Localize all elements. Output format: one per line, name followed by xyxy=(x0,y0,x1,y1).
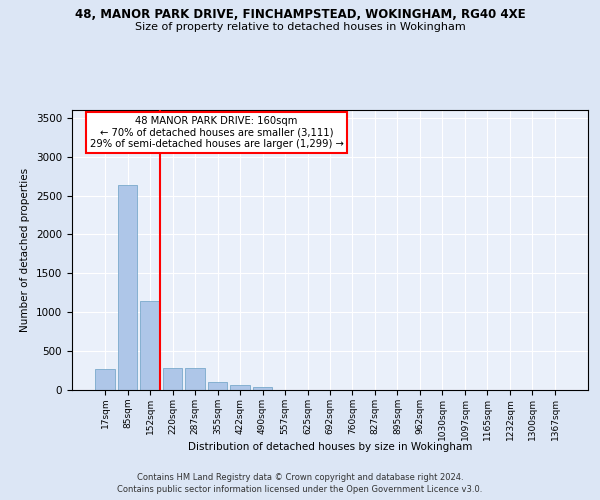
Text: Size of property relative to detached houses in Wokingham: Size of property relative to detached ho… xyxy=(134,22,466,32)
Bar xyxy=(163,368,182,390)
Bar xyxy=(118,184,137,390)
Bar xyxy=(230,385,250,390)
Text: 48, MANOR PARK DRIVE, FINCHAMPSTEAD, WOKINGHAM, RG40 4XE: 48, MANOR PARK DRIVE, FINCHAMPSTEAD, WOK… xyxy=(74,8,526,20)
Text: Contains HM Land Registry data © Crown copyright and database right 2024.: Contains HM Land Registry data © Crown c… xyxy=(137,472,463,482)
Text: Distribution of detached houses by size in Wokingham: Distribution of detached houses by size … xyxy=(188,442,472,452)
Bar xyxy=(140,302,160,390)
Bar xyxy=(253,387,272,390)
Bar xyxy=(208,382,227,390)
Bar xyxy=(185,368,205,390)
Bar xyxy=(95,369,115,390)
Text: Contains public sector information licensed under the Open Government Licence v3: Contains public sector information licen… xyxy=(118,485,482,494)
Y-axis label: Number of detached properties: Number of detached properties xyxy=(20,168,31,332)
Text: 48 MANOR PARK DRIVE: 160sqm
← 70% of detached houses are smaller (3,111)
29% of : 48 MANOR PARK DRIVE: 160sqm ← 70% of det… xyxy=(89,116,343,149)
